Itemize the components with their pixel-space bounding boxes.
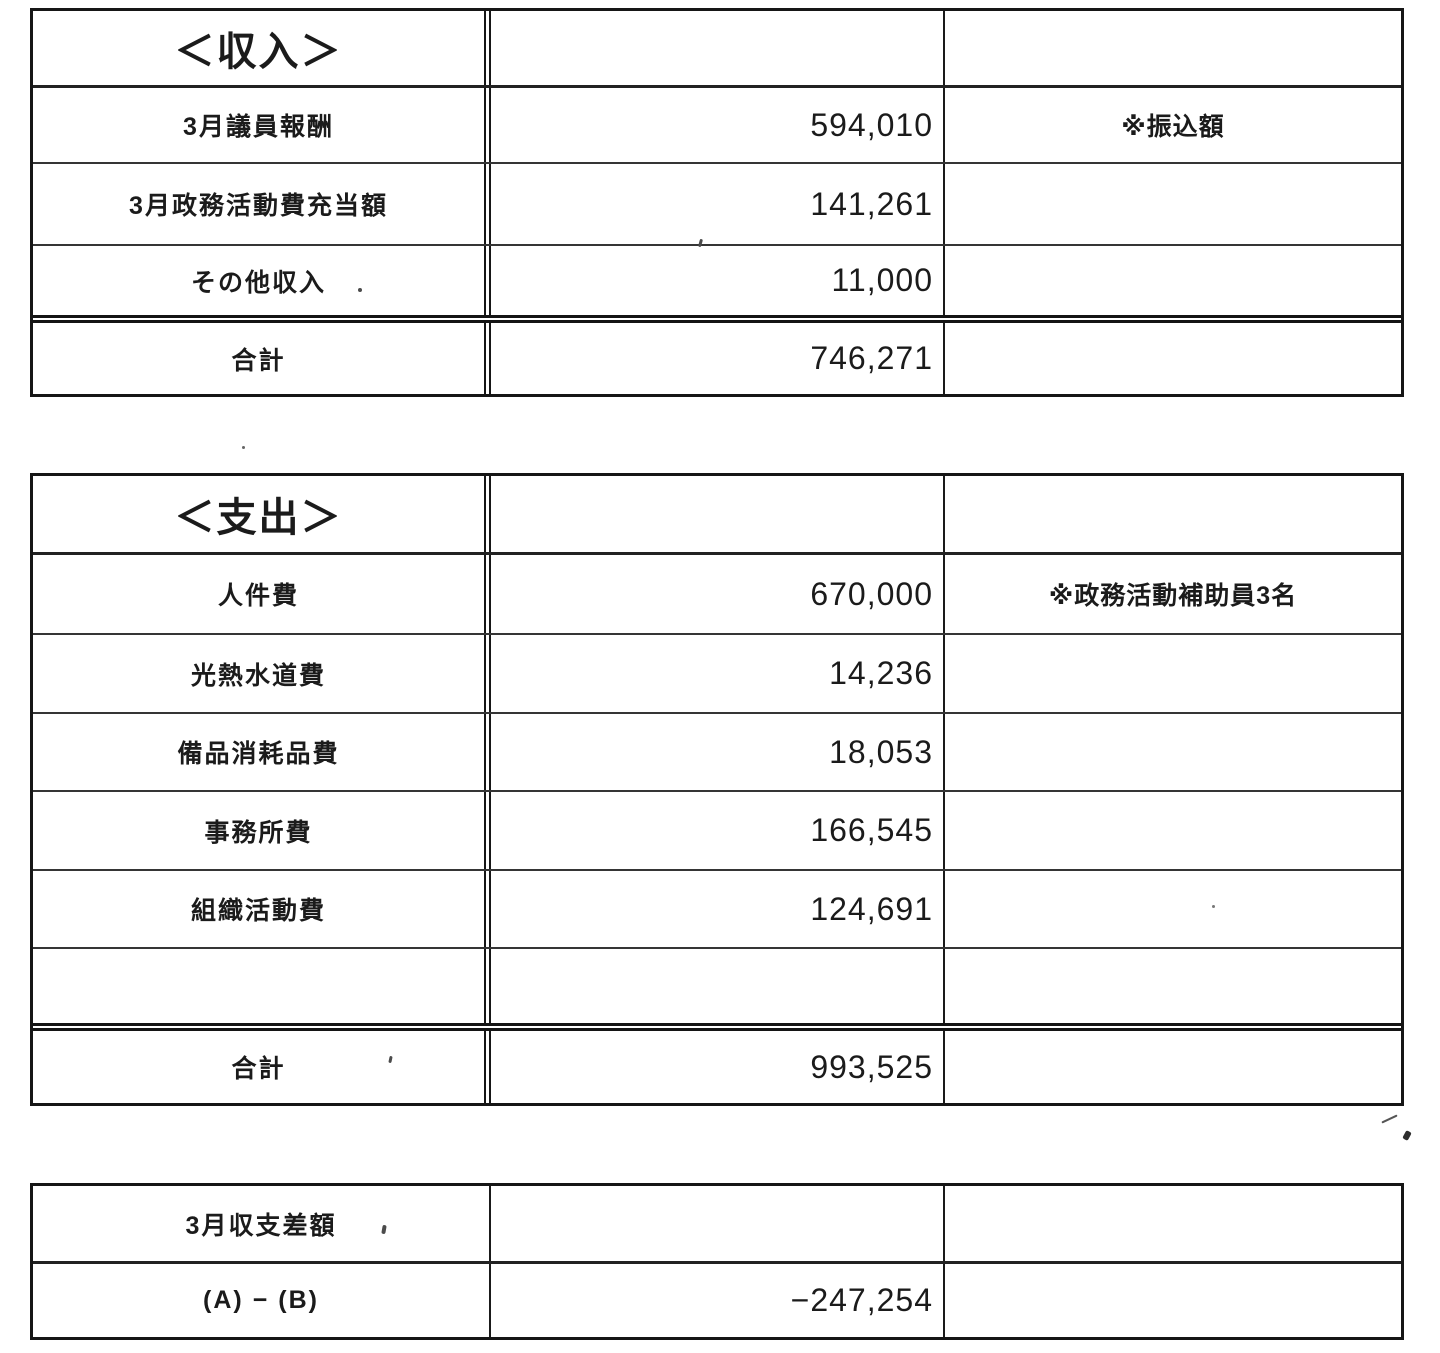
amount-cell: 141,261	[491, 164, 945, 244]
label-cell	[33, 949, 491, 1023]
row-label: 3月政務活動費充当額	[129, 192, 388, 220]
label-cell: 光熱水道費	[33, 635, 491, 712]
table-row: 光熱水道費 14,236	[33, 633, 1401, 712]
label-cell: 備品消耗品費	[33, 714, 491, 790]
formula-label: (A) − (B)	[203, 1286, 319, 1314]
note-cell	[945, 1031, 1401, 1103]
balance-title-row: 3月収支差額	[33, 1186, 1401, 1261]
income-title-cell: ＜収入＞	[33, 11, 491, 85]
note-cell	[945, 635, 1401, 712]
row-amount: 141,261	[810, 185, 933, 222]
table-row: その他収入 11,000	[33, 244, 1401, 315]
table-row: 事務所費 166,545	[33, 790, 1401, 869]
expense-section-title: ＜支出＞	[174, 496, 343, 540]
row-amount: 11,000	[831, 262, 933, 298]
row-amount: 670,000	[810, 575, 933, 612]
scan-artifact	[242, 446, 245, 449]
income-table: ＜収入＞ 3月議員報酬 594,010 ※振込額 3月政務活動費充当額 141,…	[30, 8, 1404, 397]
table-row: 備品消耗品費 18,053	[33, 712, 1401, 790]
note-cell	[945, 871, 1401, 947]
amount-cell: 993,525	[491, 1031, 945, 1103]
total-amount: 746,271	[810, 340, 933, 376]
note-cell	[945, 11, 1401, 85]
note-cell	[945, 323, 1401, 394]
note-cell	[945, 714, 1401, 790]
row-note: ※政務活動補助員3名	[1048, 582, 1298, 610]
amount-cell: 746,271	[491, 323, 945, 394]
total-amount: 993,525	[810, 1048, 933, 1085]
table-row-empty	[33, 947, 1401, 1023]
income-header-row: ＜収入＞	[33, 11, 1401, 85]
note-cell	[945, 164, 1401, 244]
note-cell	[945, 792, 1401, 869]
label-cell: 3月収支差額	[33, 1186, 491, 1261]
row-label: 光熱水道費	[190, 661, 326, 690]
label-cell: 3月議員報酬	[33, 88, 491, 162]
expense-title-cell: ＜支出＞	[33, 476, 491, 552]
row-note: ※振込額	[1121, 113, 1225, 141]
expense-table: ＜支出＞ 人件費 670,000 ※政務活動補助員3名 光熱水道費 14,236	[30, 473, 1404, 1106]
amount-cell: 594,010	[491, 88, 945, 162]
income-section-title: ＜収入＞	[174, 30, 343, 74]
row-label: その他収入	[190, 268, 326, 297]
row-label: 人件費	[217, 582, 299, 610]
label-cell: 組織活動費	[33, 871, 491, 947]
balance-result-amount: −247,254	[790, 1282, 933, 1318]
row-amount: 18,053	[829, 733, 933, 770]
scan-artifact	[1402, 1130, 1412, 1141]
total-label: 合計	[231, 1055, 286, 1083]
table-row: 3月政務活動費充当額 141,261	[33, 162, 1401, 244]
amount-cell: 166,545	[491, 792, 945, 869]
label-cell: 合計	[33, 323, 491, 394]
row-label: 組織活動費	[190, 897, 326, 925]
amount-cell: 18,053	[491, 714, 945, 790]
amount-cell	[491, 476, 945, 552]
label-cell: その他収入	[33, 246, 491, 315]
amount-cell: −247,254	[491, 1264, 945, 1337]
balance-table: 3月収支差額 (A) − (B) −247,254	[30, 1183, 1404, 1340]
amount-cell: 11,000	[491, 246, 945, 315]
label-cell: (A) − (B)	[33, 1264, 491, 1337]
label-cell: 人件費	[33, 555, 491, 633]
row-amount: 124,691	[810, 890, 933, 927]
label-cell: 事務所費	[33, 792, 491, 869]
table-row: 人件費 670,000 ※政務活動補助員3名	[33, 552, 1401, 633]
row-label: 事務所費	[204, 818, 313, 847]
table-row: 3月議員報酬 594,010 ※振込額	[33, 85, 1401, 162]
scan-artifact	[1212, 905, 1215, 908]
total-label: 合計	[231, 346, 286, 375]
note-cell: ※政務活動補助員3名	[945, 555, 1401, 633]
note-cell: ※振込額	[945, 88, 1401, 162]
note-cell	[945, 476, 1401, 552]
row-label: 備品消耗品費	[177, 740, 340, 768]
amount-cell: 14,236	[491, 635, 945, 712]
amount-cell	[491, 1186, 945, 1261]
table-row: 組織活動費 124,691	[33, 869, 1401, 947]
row-amount: 14,236	[829, 655, 933, 691]
amount-cell: 124,691	[491, 871, 945, 947]
note-cell	[945, 1264, 1401, 1337]
note-cell	[945, 1186, 1401, 1261]
note-cell	[945, 246, 1401, 315]
scan-artifact	[1381, 1114, 1398, 1124]
income-total-row: 合計 746,271	[33, 315, 1401, 394]
label-cell: 3月政務活動費充当額	[33, 164, 491, 244]
amount-cell: 670,000	[491, 555, 945, 633]
note-cell	[945, 949, 1401, 1023]
amount-cell	[491, 11, 945, 85]
row-amount: 166,545	[810, 812, 933, 848]
expense-header-row: ＜支出＞	[33, 476, 1401, 552]
amount-cell	[491, 949, 945, 1023]
row-label: 3月議員報酬	[183, 113, 334, 141]
scan-artifact	[358, 288, 362, 292]
expense-total-row: 合計 993,525	[33, 1023, 1401, 1103]
label-cell: 合計	[33, 1031, 491, 1103]
balance-result-row: (A) − (B) −247,254	[33, 1261, 1401, 1337]
row-amount: 594,010	[810, 106, 933, 143]
balance-label: 3月収支差額	[185, 1211, 337, 1240]
